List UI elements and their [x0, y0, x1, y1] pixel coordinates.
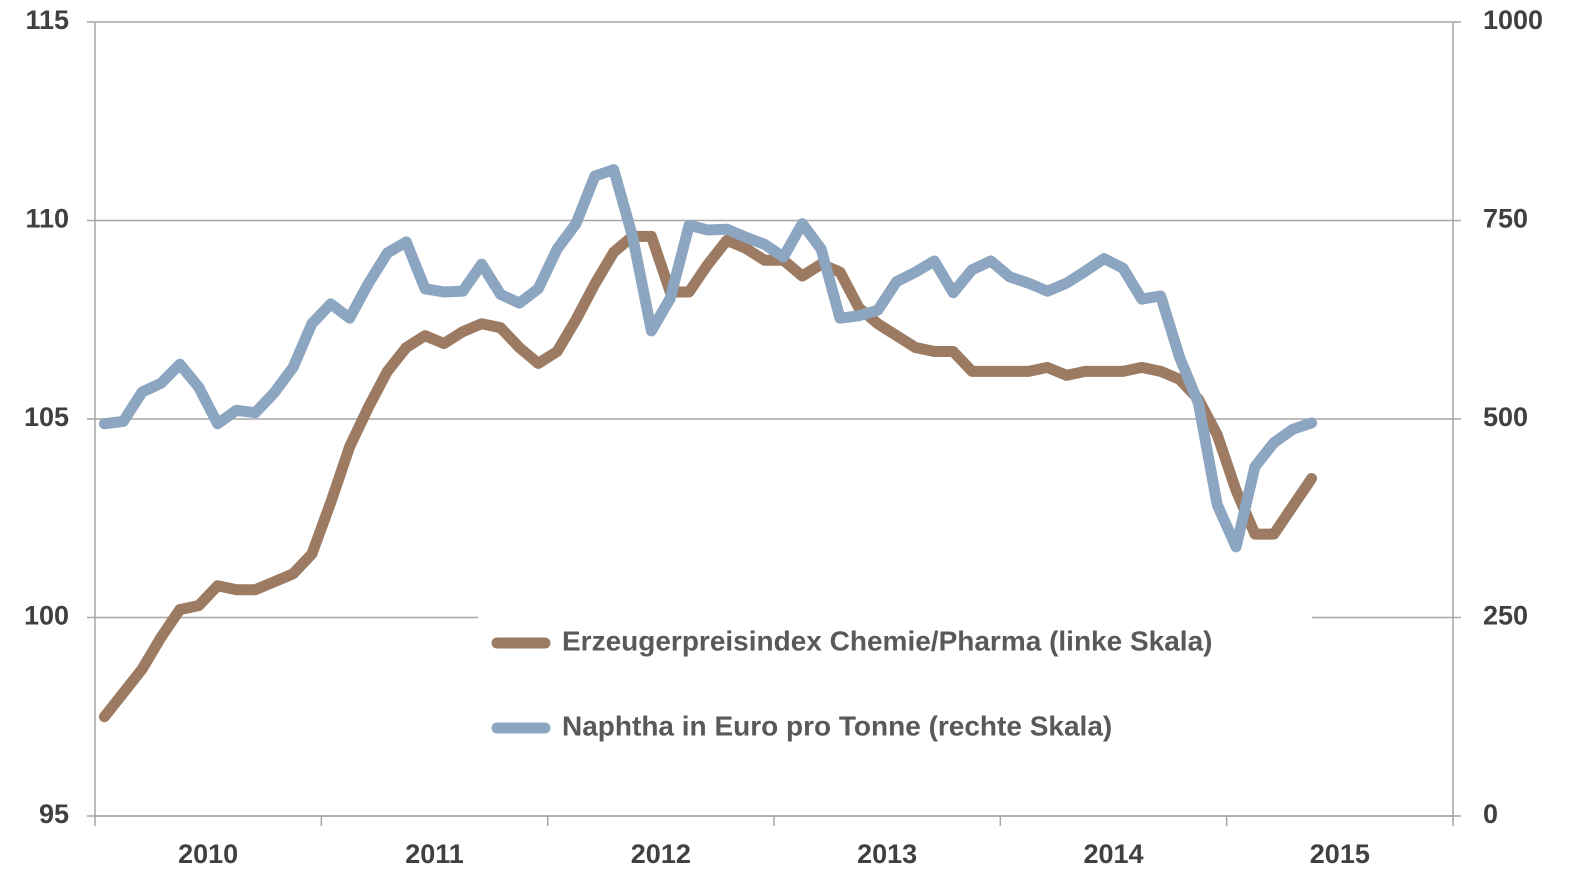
legend-box: [478, 598, 1312, 768]
x-tick-label: 2013: [857, 839, 917, 869]
x-tick-label: 2010: [178, 839, 238, 869]
legend-label: Erzeugerpreisindex Chemie/Pharma (linke …: [562, 625, 1212, 656]
y2-tick-label: 1000: [1483, 5, 1543, 35]
series-line: [98, 164, 1318, 553]
y2-tick-label: 750: [1483, 204, 1528, 234]
y-tick-label: 115: [25, 5, 69, 35]
y-tick-label: 95: [39, 799, 69, 829]
y2-tick-label: 500: [1483, 402, 1528, 432]
y-tick-label: 105: [24, 402, 69, 432]
y2-tick-label: 250: [1483, 601, 1528, 631]
x-tick-label: 2012: [631, 839, 691, 869]
x-tick-label: 2015: [1310, 839, 1370, 869]
y-tick-label: 110: [25, 204, 69, 234]
y2-tick-label: 0: [1483, 799, 1498, 829]
series-line: [98, 230, 1318, 723]
x-tick-label: 2014: [1083, 839, 1143, 869]
x-tick-label: 2011: [405, 839, 464, 869]
y-tick-label: 100: [24, 601, 69, 631]
legend-label: Naphtha in Euro pro Tonne (rechte Skala): [562, 710, 1112, 741]
